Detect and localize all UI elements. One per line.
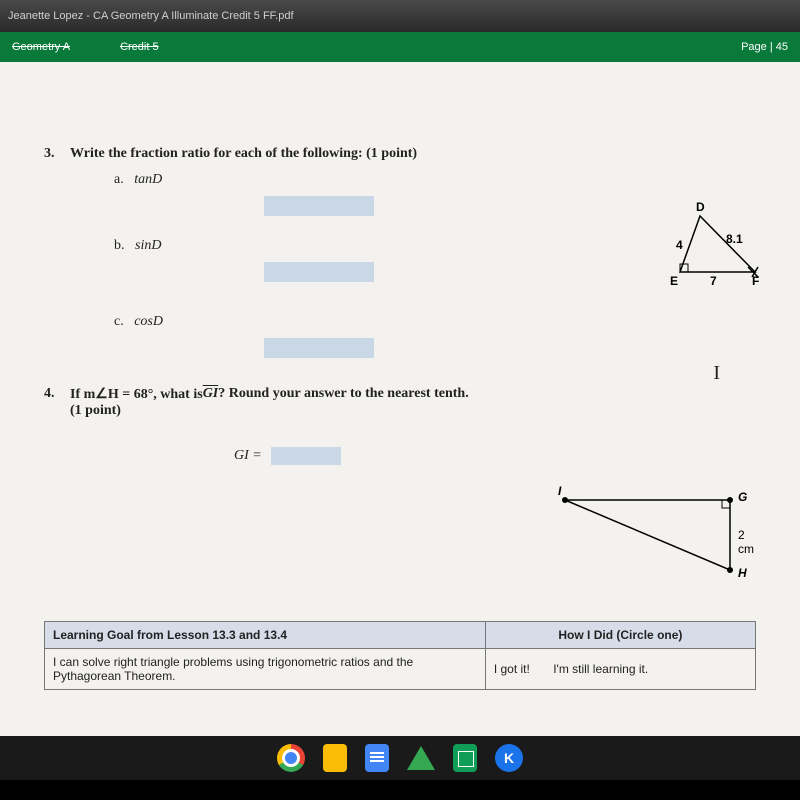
tri2-side-GH: 2 cm xyxy=(738,528,760,556)
tbl-igotit[interactable]: I got it! xyxy=(494,662,530,676)
browser-tabbar: Jeanette Lopez - CA Geometry A Illuminat… xyxy=(0,0,800,32)
q4-answer-line: GI = xyxy=(234,447,756,465)
q4-number: 4. xyxy=(44,386,70,403)
q3b-text: sinD xyxy=(135,238,161,253)
k-app-icon[interactable]: K xyxy=(495,744,523,772)
q4-points: (1 point) xyxy=(70,403,121,419)
tri2-label-H: H xyxy=(738,566,747,580)
q3-points: (1 point) xyxy=(366,146,417,162)
q4-stem-a: If m∠H = 68°, what is xyxy=(70,386,203,403)
q3b-answer-blank[interactable] xyxy=(264,262,374,282)
q3b-label: b. xyxy=(114,238,125,253)
q3c-text: cosD xyxy=(134,314,163,329)
tbl-header-2: How I Did (Circle one) xyxy=(485,622,755,649)
tri1-label-F: F xyxy=(752,274,759,288)
worksheet-page: 3. Write the fraction ratio for each of … xyxy=(0,62,800,762)
chromeos-shelf: K xyxy=(0,736,800,780)
tbl-goal-text: I can solve right triangle problems usin… xyxy=(45,649,486,690)
q3a-label: a. xyxy=(114,172,124,187)
tri1-label-D: D xyxy=(696,200,705,214)
q3a: a. tanD xyxy=(114,172,756,188)
tri2-label-G: G xyxy=(738,490,747,504)
tab-title[interactable]: Jeanette Lopez - CA Geometry A Illuminat… xyxy=(8,10,294,22)
tbl-stilllearning[interactable]: I'm still learning it. xyxy=(553,662,648,676)
chrome-icon[interactable] xyxy=(277,744,305,772)
monitor-screen: Jeanette Lopez - CA Geometry A Illuminat… xyxy=(0,0,800,780)
text-cursor: I xyxy=(713,362,720,385)
q3a-text: tanD xyxy=(134,172,162,187)
google-keep-icon[interactable] xyxy=(323,744,347,772)
q4-stem-b: ? Round your answer to the nearest tenth… xyxy=(218,386,468,403)
triangle-IGH: I G H 2 cm xyxy=(560,490,760,585)
tri1-label-E: E xyxy=(670,274,678,288)
monitor-bezel xyxy=(0,780,800,800)
triangle-IGH-svg xyxy=(560,490,760,585)
q3-stem: Write the fraction ratio for each of the… xyxy=(70,146,363,162)
q4-segment: GI xyxy=(203,386,219,403)
q3c-answer-blank[interactable] xyxy=(264,338,374,358)
q3c: c. cosD xyxy=(114,314,756,330)
google-drive-icon[interactable] xyxy=(407,746,435,770)
tri1-side-DE: 4 xyxy=(676,238,683,252)
triangle-DEF: D E F 4 7 8.1 xyxy=(640,212,760,287)
triangle-DEF-svg xyxy=(640,212,760,287)
question-4: 4. If m∠H = 68°, what is GI ? Round your… xyxy=(44,386,756,465)
google-sheets-icon[interactable] xyxy=(453,744,477,772)
google-docs-icon[interactable] xyxy=(365,744,389,772)
doc-header-left-1: Geometry A xyxy=(12,41,70,53)
tbl-how-cell: I got it! I'm still learning it. xyxy=(485,649,755,690)
tri1-side-EF: 7 xyxy=(710,274,717,288)
learning-goal-table: Learning Goal from Lesson 13.3 and 13.4 … xyxy=(44,621,756,690)
tri1-side-DF: 8.1 xyxy=(726,232,743,246)
doc-header-page: Page | 45 xyxy=(741,41,788,53)
q4-answer-blank[interactable] xyxy=(271,447,341,465)
q3a-answer-blank[interactable] xyxy=(264,196,374,216)
tbl-header-1: Learning Goal from Lesson 13.3 and 13.4 xyxy=(45,622,486,649)
doc-header-band: Geometry A Credit 5 Page | 45 xyxy=(0,32,800,62)
doc-header-left-2: Credit 5 xyxy=(120,41,159,53)
q3c-label: c. xyxy=(114,314,124,329)
q4-gi-label: GI = xyxy=(234,448,262,463)
q3-number: 3. xyxy=(44,146,70,162)
tri2-label-I: I xyxy=(558,484,561,498)
